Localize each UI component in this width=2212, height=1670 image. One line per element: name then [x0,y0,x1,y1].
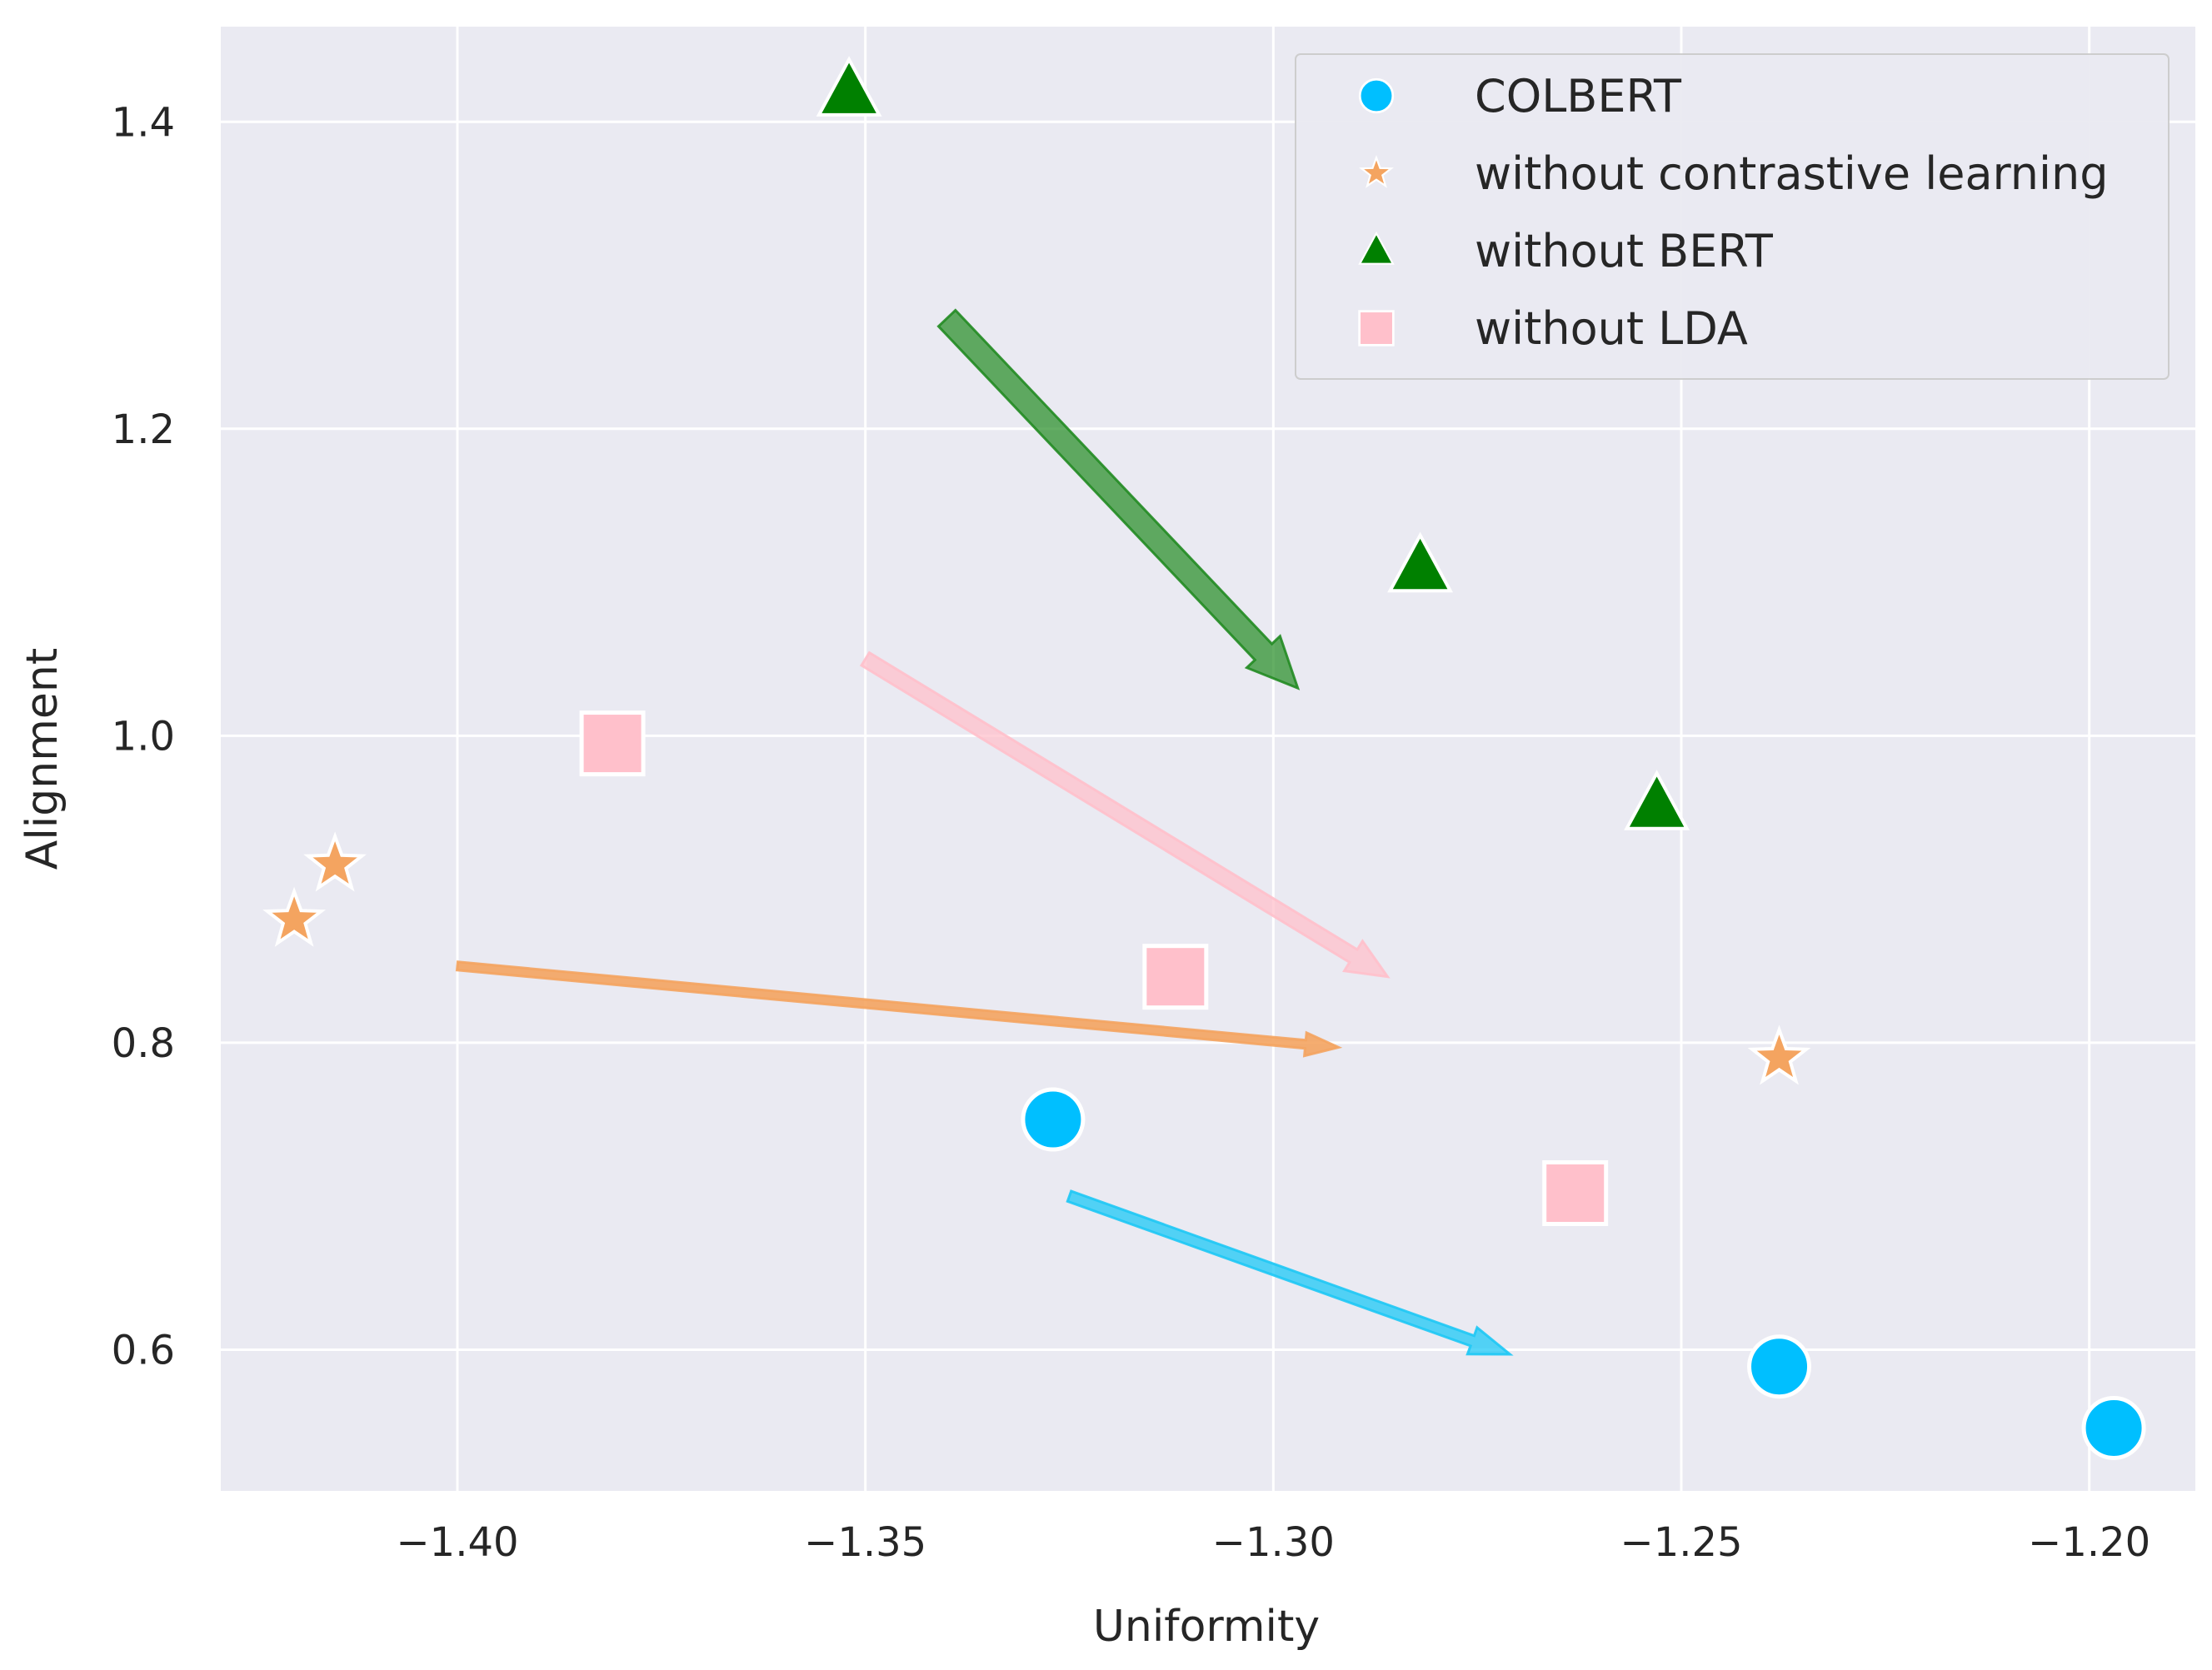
y-tick-label: 0.8 [112,1020,175,1067]
legend-marker-colbert [1358,77,1395,114]
point-without-contrastive-learning [303,831,367,892]
y-axis-label: Alignment [17,648,67,870]
x-axis-label: Uniformity [1093,1602,1320,1652]
legend-marker-without-lda [1358,310,1395,346]
point-without-lda [579,710,646,777]
x-tick-label: −1.25 [1620,1519,1742,1566]
legend-label-without-contrastive-learning: without contrastive learning [1475,147,2109,200]
arrow-without-lda [859,651,1391,979]
point-without-lda [1542,1160,1609,1227]
arrow-annotations [455,308,1514,1356]
legend-label-colbert: COLBERT [1475,70,1682,122]
point-without-bert [1387,531,1454,593]
legend-box [1295,53,2170,380]
point-colbert [2081,1395,2146,1460]
data-points [262,56,2146,1460]
arrow-without-contrastive-learning [455,960,1343,1058]
legend-label-without-lda: without LDA [1475,302,1748,355]
arrow-colbert [1066,1189,1514,1356]
x-tick-label: −1.40 [396,1519,518,1566]
point-without-contrastive-learning [1747,1024,1811,1085]
point-without-contrastive-learning [262,886,327,947]
y-tick-label: 1.0 [112,713,175,760]
point-colbert [1021,1087,1086,1152]
legend: COLBERT without contrastive learning witho… [1295,53,2170,380]
y-tick-label: 1.2 [112,406,175,453]
point-without-bert [1624,770,1690,830]
point-colbert [1747,1334,1812,1399]
x-tick-label: −1.30 [1212,1519,1335,1566]
legend-marker-without-contrastive-learning [1359,155,1394,188]
legend-marker-without-bert [1358,231,1395,265]
legend-label-without-bert: without BERT [1475,225,1774,277]
y-tick-label: 0.6 [112,1327,175,1373]
x-tick-label: −1.20 [2028,1519,2150,1566]
point-without-lda [1142,944,1209,1010]
tick-labels: −1.40 −1.35 −1.30 −1.25 −1.20 0.6 0.8 1.0 1.2 1.4 [112,99,2151,1566]
y-tick-label: 1.4 [112,99,175,146]
arrow-without-bert [936,308,1301,690]
point-without-bert [816,56,882,117]
x-tick-label: −1.35 [804,1519,926,1566]
